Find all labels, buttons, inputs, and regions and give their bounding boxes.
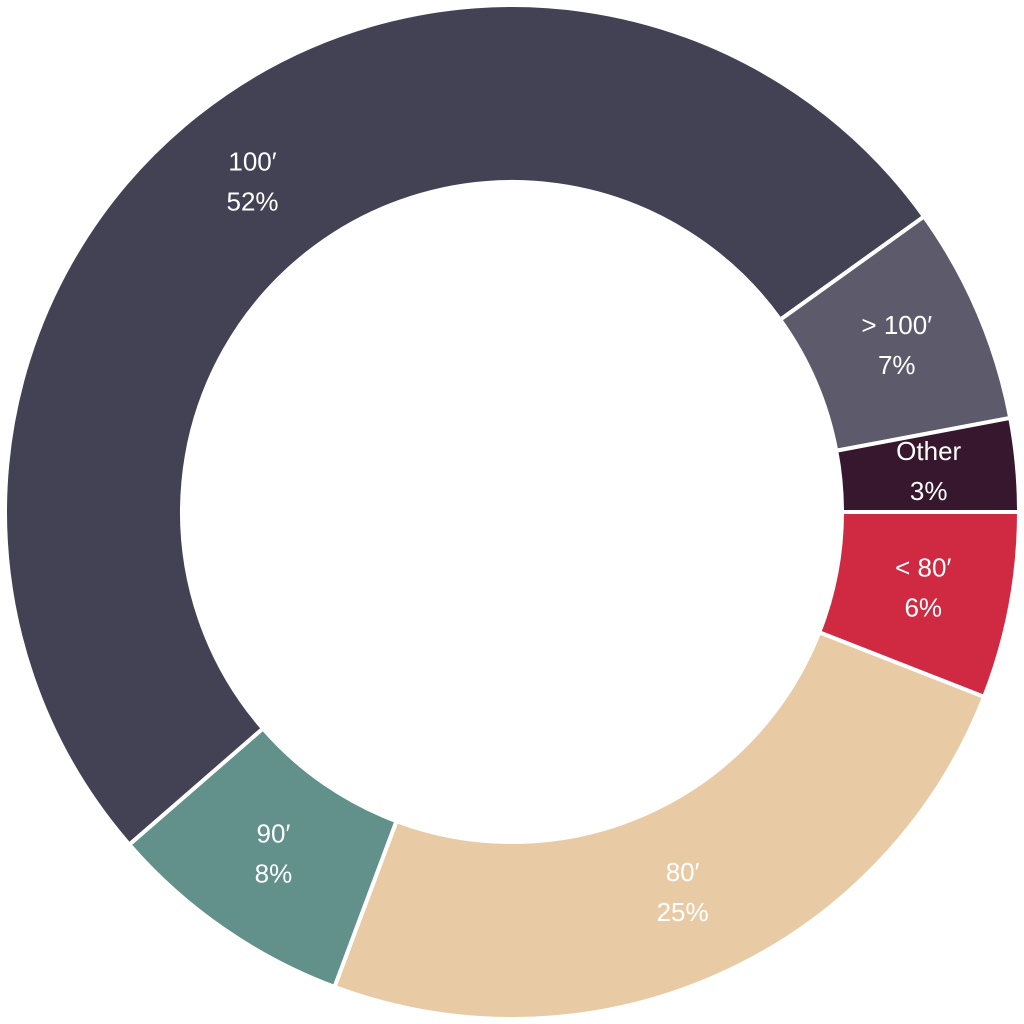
value-label: 7% [878,350,916,380]
slice-label: 80′ [666,857,700,887]
slice-label: 90′ [257,819,291,849]
donut-slice [331,629,987,1021]
slice-label: < 80′ [895,553,951,583]
slice-label: > 100′ [861,310,932,340]
value-label: 6% [904,593,942,623]
value-label: 25% [657,897,709,927]
value-label: 3% [910,476,948,506]
donut-slice [833,415,1022,514]
slice-label: 100′ [228,147,276,177]
value-label: 8% [255,859,293,889]
slice-label: Other [896,436,961,466]
value-label: 52% [227,187,279,217]
donut-slice [3,3,927,848]
